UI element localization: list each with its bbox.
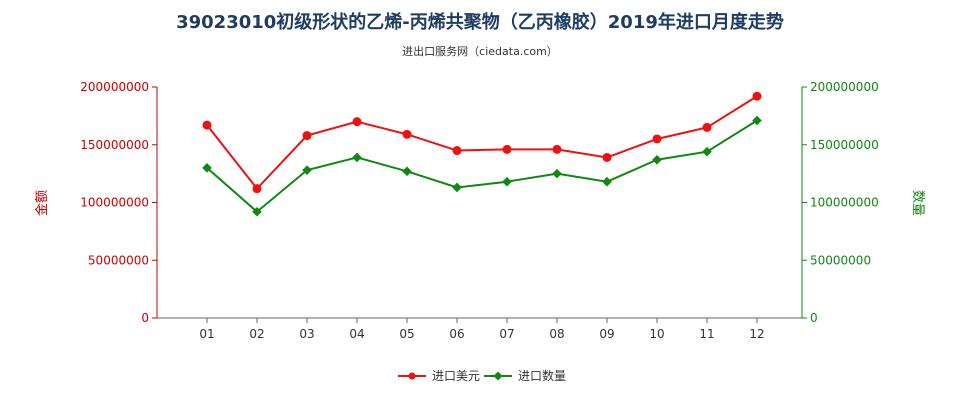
y-left-tick-label: 50000000 bbox=[88, 253, 149, 267]
chart-subtitle: 进出口服务网（ciedata.com） bbox=[402, 44, 558, 58]
data-point[interactable] bbox=[252, 206, 262, 217]
data-point[interactable] bbox=[502, 144, 512, 154]
series-import-qty bbox=[202, 115, 762, 217]
data-point[interactable] bbox=[752, 91, 762, 101]
series-line bbox=[206, 95, 758, 191]
legend-item-import-qty[interactable]: 进口数量 bbox=[484, 368, 566, 383]
data-point[interactable] bbox=[352, 152, 362, 163]
series-layer bbox=[202, 91, 762, 217]
data-point[interactable] bbox=[502, 176, 512, 187]
series-import-usd bbox=[202, 91, 762, 194]
legend-marker-import-usd bbox=[408, 372, 416, 380]
legend-label-import-qty: 进口数量 bbox=[518, 368, 566, 383]
data-point[interactable] bbox=[452, 182, 462, 193]
y-axis-left-label: 金额 bbox=[34, 190, 50, 216]
axes: 0500000001000000001500000002000000000500… bbox=[80, 80, 878, 341]
data-point[interactable] bbox=[552, 168, 562, 179]
data-point[interactable] bbox=[302, 131, 312, 141]
x-tick-label: 05 bbox=[399, 327, 414, 341]
x-tick-label: 11 bbox=[699, 327, 714, 341]
data-point[interactable] bbox=[652, 154, 662, 165]
chart-title: 39023010初级形状的乙烯-丙烯共聚物（乙丙橡胶）2019年进口月度走势 bbox=[176, 11, 784, 33]
data-point[interactable] bbox=[602, 176, 612, 187]
y-right-tick-label: 100000000 bbox=[810, 196, 879, 210]
data-point[interactable] bbox=[602, 152, 612, 162]
y-right-tick-label: 0 bbox=[810, 311, 818, 325]
legend-item-import-usd[interactable]: 进口美元 bbox=[398, 369, 480, 383]
x-tick-label: 03 bbox=[299, 327, 314, 341]
data-point[interactable] bbox=[752, 115, 762, 126]
x-tick-label: 06 bbox=[449, 327, 464, 341]
x-tick-label: 10 bbox=[649, 327, 664, 341]
data-point[interactable] bbox=[402, 129, 412, 139]
data-point[interactable] bbox=[202, 163, 212, 173]
y-left-tick-label: 150000000 bbox=[80, 138, 149, 152]
data-point[interactable] bbox=[402, 166, 412, 177]
y-right-tick-label: 200000000 bbox=[810, 80, 879, 94]
data-point[interactable] bbox=[702, 146, 712, 157]
x-tick-label: 07 bbox=[499, 327, 514, 341]
y-right-tick-label: 150000000 bbox=[810, 138, 879, 152]
data-point[interactable] bbox=[202, 120, 212, 130]
y-left-tick-label: 200000000 bbox=[80, 80, 149, 94]
y-axis-right-label: 数量 bbox=[910, 190, 925, 216]
legend-label-import-usd: 进口美元 bbox=[432, 369, 480, 383]
x-tick-label: 09 bbox=[599, 327, 614, 341]
data-point[interactable] bbox=[552, 144, 562, 154]
data-point[interactable] bbox=[352, 117, 362, 127]
y-left-tick-label: 0 bbox=[141, 311, 149, 325]
x-tick-label: 01 bbox=[199, 327, 214, 341]
legend-marker-import-qty bbox=[493, 371, 503, 381]
x-tick-label: 08 bbox=[549, 327, 564, 341]
data-point[interactable] bbox=[452, 146, 462, 156]
legend: 进口美元 进口数量 bbox=[398, 368, 566, 383]
x-tick-label: 12 bbox=[749, 327, 764, 341]
data-point[interactable] bbox=[302, 165, 312, 175]
data-point[interactable] bbox=[252, 184, 262, 194]
y-right-tick-label: 50000000 bbox=[810, 253, 871, 267]
data-point[interactable] bbox=[652, 134, 662, 144]
x-tick-label: 04 bbox=[349, 327, 364, 341]
y-left-tick-label: 100000000 bbox=[80, 196, 149, 210]
x-tick-label: 02 bbox=[249, 327, 264, 341]
data-point[interactable] bbox=[702, 122, 712, 132]
series-line bbox=[206, 119, 758, 214]
